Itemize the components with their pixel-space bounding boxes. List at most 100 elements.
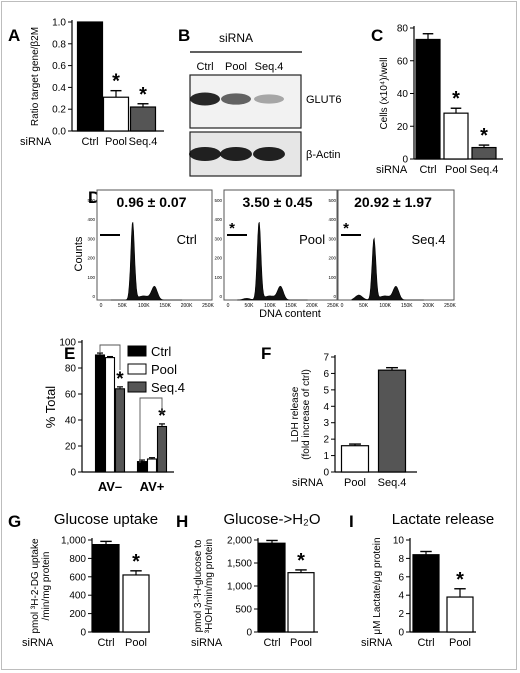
subg1-value: 0.96 ± 0.07 <box>117 194 187 210</box>
chart-title: Glucose->H₂O <box>223 511 320 528</box>
flow-x-label: DNA content <box>259 308 321 320</box>
y-tick-label: 10 <box>393 536 405 547</box>
flow-x-tick: 100K <box>138 303 150 309</box>
y-tick-label: 7 <box>323 353 329 364</box>
flow-y-tick: 200 <box>214 256 222 261</box>
x-tick-label: Ctrl <box>97 637 114 649</box>
y-tick-label: 6 <box>398 572 404 583</box>
y-tick-label: 0.4 <box>52 83 66 94</box>
flow-x-tick: 250K <box>327 303 339 309</box>
sirna-label: siRNA <box>20 136 52 148</box>
significance-star: * <box>297 550 305 572</box>
chart-title: Glucose uptake <box>54 511 158 528</box>
flow-x-tick: 150K <box>401 303 413 309</box>
x-tick-label: Seq.4 <box>129 136 158 148</box>
bar-pool <box>104 357 116 473</box>
bar-pool <box>122 574 150 633</box>
panel-label-e: E <box>64 344 75 363</box>
y-tick-label: 0.0 <box>52 127 66 138</box>
bar-pool <box>287 572 315 633</box>
y-tick-label: 1,000 <box>61 536 86 547</box>
flow-y-tick: 400 <box>87 217 95 222</box>
flow-panel-pool: * 3.50 ± 0.45 Pool 0 50K 100K 150K 200K 250K 500 4… <box>214 189 339 309</box>
y-tick-label: 1 <box>323 451 329 462</box>
western-blot: siRNA Ctrl Pool Seq.4 GLUT6 β-Actin <box>189 31 341 177</box>
x-tick-label: Seq.4 <box>378 477 407 489</box>
chart-C: 0 20 40 60 80 Cells (x10⁴)/well Ctrl * Pool * Seq.… <box>376 24 503 176</box>
flow-histogram <box>237 221 308 301</box>
actin-band <box>220 147 252 161</box>
bar-seq4 <box>129 106 157 132</box>
bar-ctrl <box>136 461 148 473</box>
y-tick-label: 0 <box>398 628 404 639</box>
flow-x-tick: 0 <box>341 303 344 309</box>
bar-ctrl <box>415 38 441 160</box>
flow-frame <box>96 189 213 301</box>
flow-x-tick: 50K <box>359 303 369 309</box>
y-tick-label: 20 <box>65 442 77 453</box>
y-tick-label: 1,000 <box>227 582 252 593</box>
flow-frame <box>337 189 455 301</box>
panel-label-f: F <box>261 344 271 363</box>
glut6-band <box>190 92 220 106</box>
flow-x-tick: 150K <box>159 303 171 309</box>
sirna-label: siRNA <box>22 637 54 649</box>
y-tick-label: 0.6 <box>52 61 66 72</box>
flow-y-tick: 0 <box>92 294 95 299</box>
subg1-value: 20.92 ± 1.97 <box>354 194 432 210</box>
flow-sample-label: Ctrl <box>177 232 197 247</box>
y-tick-label: 5 <box>323 385 329 396</box>
flow-sample-label: Seq.4 <box>411 232 445 247</box>
bar-ctrl <box>258 542 286 633</box>
flow-sample-label: Pool <box>299 232 325 247</box>
y-tick-label: 60 <box>65 390 77 401</box>
y-tick-label: 6 <box>323 369 329 380</box>
flow-y-tick: 100 <box>214 275 222 280</box>
panel-label-i: I <box>349 512 354 531</box>
chart-H: 0 500 1,000 1,500 2,000 pmol 3-³H-glucose to ³… <box>191 511 321 649</box>
y-tick-label: 0 <box>246 628 252 639</box>
legend-label: Seq.4 <box>151 380 185 395</box>
y-tick-label: 1,500 <box>227 559 252 570</box>
y-tick-label: 4 <box>398 591 404 602</box>
y-tick-label: 8 <box>398 554 404 565</box>
y-tick-label: 200 <box>69 609 86 620</box>
lane-label: Seq.4 <box>255 61 284 73</box>
actin-band <box>253 147 285 161</box>
bar-ctrl <box>412 554 440 633</box>
lane-label: Pool <box>225 61 247 73</box>
significance-star: * <box>480 125 488 147</box>
legend-label: Ctrl <box>151 344 171 359</box>
flow-cytometry: Counts 0.96 ± 0.07 Ctrl 0 50K 100K 150K 200K 250… <box>73 189 456 320</box>
x-tick-label: Pool <box>105 136 127 148</box>
x-tick-label: Ctrl <box>81 136 98 148</box>
y-axis-label: /min/mg protein <box>41 552 52 621</box>
x-tick-label: Pool <box>445 164 467 176</box>
bar-pool <box>340 445 370 473</box>
y-axis-label: % Total <box>43 386 58 429</box>
glut6-band <box>254 94 284 104</box>
panel-label-b: B <box>178 26 190 45</box>
flow-x-tick: 200K <box>306 303 318 309</box>
legend-swatch <box>127 381 147 393</box>
y-tick-label: 800 <box>69 554 86 565</box>
sirna-label: siRNA <box>376 164 408 176</box>
sirna-label: siRNA <box>191 637 223 649</box>
chart-A: 0.0 0.2 0.4 0.6 0.8 1.0 Ratio target gene/β2M C… <box>20 18 164 148</box>
flow-y-tick: 200 <box>328 256 336 261</box>
flow-x-tick: 50K <box>245 303 255 309</box>
band-label-actin: β-Actin <box>306 149 340 161</box>
bar-seq4 <box>156 425 168 473</box>
bar-ctrl <box>92 543 120 633</box>
gate-star: * <box>343 220 349 237</box>
y-axis-label: LDH release <box>290 386 301 442</box>
chart-G: 0 200 400 600 800 1,000 pmol ³H-2-DG uptake/mi… <box>22 511 158 649</box>
flow-x-tick: 0 <box>100 303 103 309</box>
y-tick-label: 600 <box>69 572 86 583</box>
flow-x-tick: 200K <box>423 303 435 309</box>
y-axis-label: Cells (x10⁴)/well <box>379 57 390 129</box>
flow-x-tick: 100K <box>264 303 276 309</box>
bar-seq4 <box>377 369 407 473</box>
flow-histogram <box>351 237 424 301</box>
flow-y-tick: 100 <box>328 275 336 280</box>
